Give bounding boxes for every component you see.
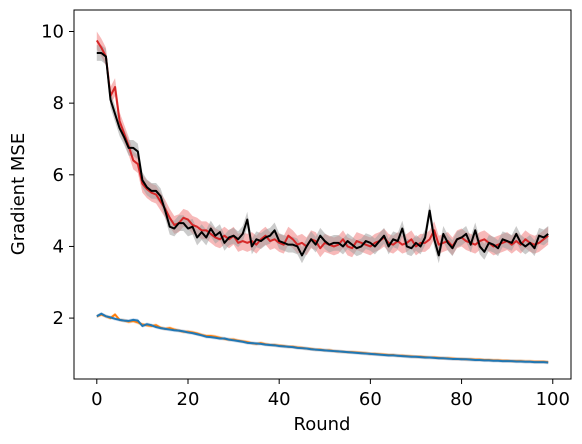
x-tick-label: 60 bbox=[359, 389, 382, 410]
series-1-line bbox=[95, 39, 549, 250]
y-axis-ticks: 2 4 6 8 10 bbox=[41, 21, 74, 329]
series-3-line bbox=[96, 313, 549, 364]
x-tick-label: 40 bbox=[268, 389, 291, 410]
x-tick-label: 0 bbox=[91, 389, 102, 410]
x-tick-label: 80 bbox=[450, 389, 473, 410]
x-tick-label: 20 bbox=[177, 389, 200, 410]
y-tick-label: 10 bbox=[41, 21, 64, 42]
y-tick-label: 6 bbox=[53, 165, 64, 186]
series-4-band bbox=[96, 312, 549, 365]
y-tick-label: 8 bbox=[53, 93, 64, 114]
series-2-band bbox=[96, 45, 549, 264]
series-3-band bbox=[96, 312, 549, 364]
series-2-line bbox=[96, 51, 549, 257]
y-tick-label: 2 bbox=[53, 308, 64, 329]
series-lines bbox=[95, 39, 549, 364]
series-4-line bbox=[96, 312, 549, 364]
x-axis-label: Round bbox=[294, 414, 351, 435]
y-axis-label: Gradient MSE bbox=[8, 133, 29, 255]
series-1-band bbox=[96, 31, 549, 258]
x-tick-label: 100 bbox=[536, 389, 570, 410]
confidence-bands bbox=[96, 31, 549, 365]
y-tick-label: 4 bbox=[53, 236, 64, 257]
plot-frame bbox=[73, 9, 572, 380]
x-axis-ticks: 0 20 40 60 80 100 bbox=[91, 379, 570, 410]
